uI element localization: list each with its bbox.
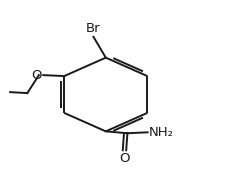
Text: O: O [119,152,130,165]
Text: Br: Br [86,22,101,35]
Text: NH₂: NH₂ [149,126,174,139]
Text: O: O [31,69,42,82]
